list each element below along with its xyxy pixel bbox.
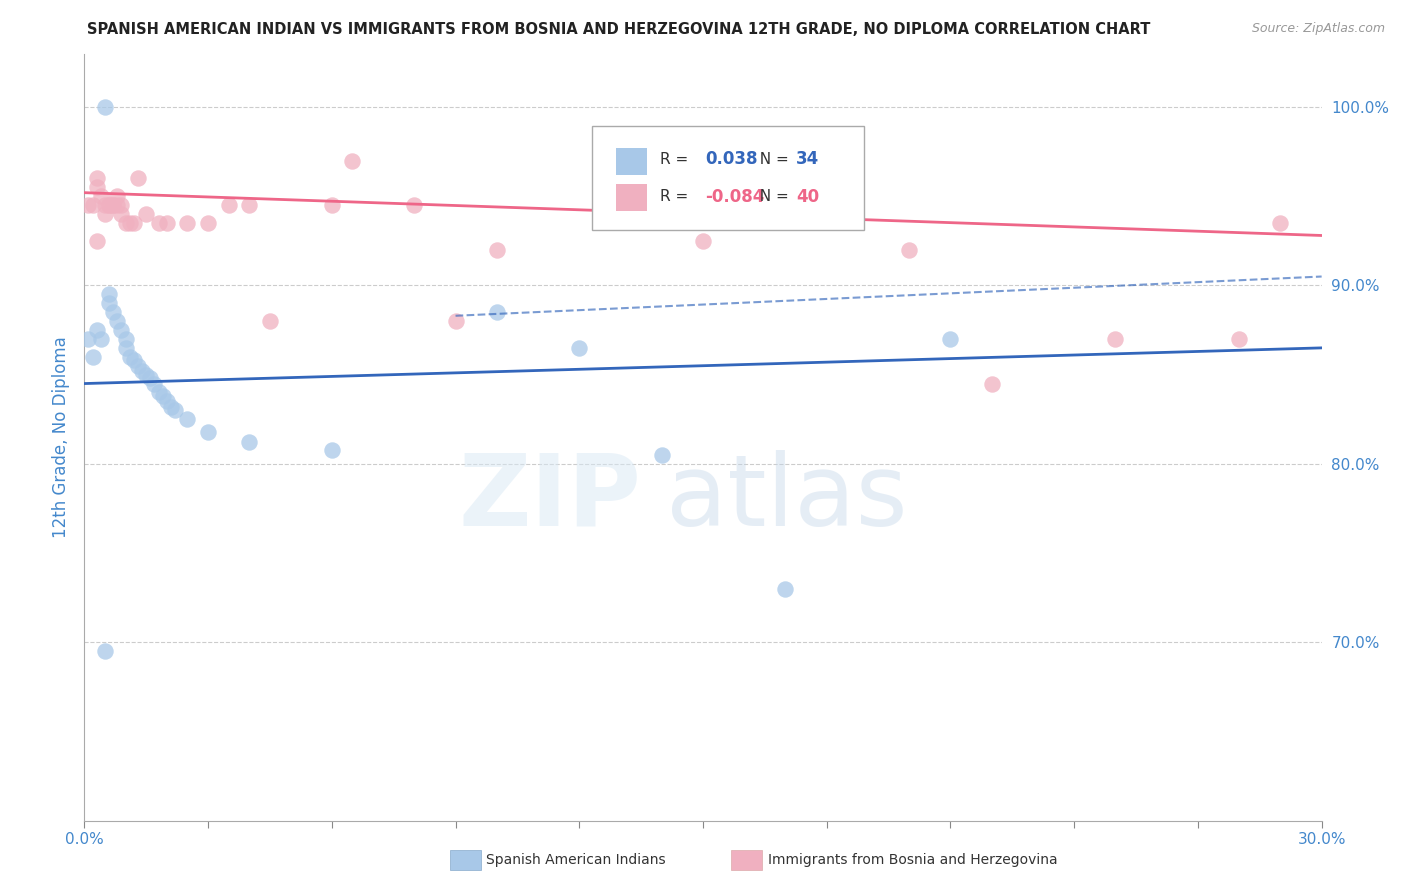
- Point: [218, 198, 240, 212]
- Point: [485, 243, 508, 257]
- Point: [114, 216, 136, 230]
- Point: [980, 376, 1002, 391]
- Point: [110, 323, 132, 337]
- Point: [485, 305, 508, 319]
- Point: [148, 216, 170, 230]
- Text: -0.084: -0.084: [706, 188, 765, 206]
- Point: [90, 189, 112, 203]
- Point: [156, 394, 179, 409]
- Text: Spanish American Indians: Spanish American Indians: [486, 853, 666, 867]
- Point: [110, 198, 132, 212]
- Text: atlas: atlas: [666, 450, 907, 547]
- Point: [176, 412, 198, 426]
- Point: [105, 314, 128, 328]
- Point: [98, 198, 121, 212]
- Point: [160, 400, 183, 414]
- Point: [609, 198, 631, 212]
- Point: [114, 341, 136, 355]
- Text: N =: N =: [749, 152, 793, 167]
- Point: [692, 234, 714, 248]
- Point: [86, 180, 108, 194]
- Point: [135, 207, 157, 221]
- Point: [139, 371, 162, 385]
- Point: [143, 376, 166, 391]
- Point: [105, 198, 128, 212]
- Point: [94, 207, 117, 221]
- FancyBboxPatch shape: [592, 127, 863, 230]
- Point: [197, 216, 219, 230]
- Text: N =: N =: [749, 189, 793, 204]
- Point: [98, 296, 121, 310]
- Point: [110, 207, 132, 221]
- Point: [321, 198, 343, 212]
- Point: [321, 442, 343, 457]
- Point: [77, 198, 100, 212]
- Point: [94, 644, 117, 658]
- Point: [98, 198, 121, 212]
- Point: [114, 332, 136, 346]
- Point: [1227, 332, 1250, 346]
- Bar: [616, 148, 647, 175]
- Point: [135, 368, 157, 382]
- Point: [90, 332, 112, 346]
- Point: [568, 341, 591, 355]
- Point: [103, 198, 125, 212]
- Point: [1270, 216, 1292, 230]
- Point: [238, 435, 260, 450]
- Point: [103, 198, 125, 212]
- Point: [105, 189, 128, 203]
- Point: [775, 582, 797, 596]
- Text: R =: R =: [659, 152, 693, 167]
- Point: [939, 332, 962, 346]
- Text: Immigrants from Bosnia and Herzegovina: Immigrants from Bosnia and Herzegovina: [768, 853, 1057, 867]
- Point: [444, 314, 467, 328]
- Point: [238, 198, 260, 212]
- Text: 0.038: 0.038: [706, 151, 758, 169]
- Point: [82, 350, 104, 364]
- Point: [127, 171, 149, 186]
- Point: [1104, 332, 1126, 346]
- Point: [94, 198, 117, 212]
- Point: [131, 364, 153, 378]
- Point: [86, 234, 108, 248]
- Point: [127, 359, 149, 373]
- Point: [156, 216, 179, 230]
- Text: 40: 40: [796, 188, 818, 206]
- Point: [651, 448, 673, 462]
- Text: Source: ZipAtlas.com: Source: ZipAtlas.com: [1251, 22, 1385, 36]
- Text: SPANISH AMERICAN INDIAN VS IMMIGRANTS FROM BOSNIA AND HERZEGOVINA 12TH GRADE, NO: SPANISH AMERICAN INDIAN VS IMMIGRANTS FR…: [87, 22, 1150, 37]
- Point: [122, 216, 145, 230]
- Point: [77, 332, 100, 346]
- Point: [98, 287, 121, 301]
- Point: [898, 243, 921, 257]
- Text: R =: R =: [659, 189, 693, 204]
- Point: [86, 171, 108, 186]
- Point: [118, 350, 141, 364]
- Point: [165, 403, 187, 417]
- Bar: [616, 184, 647, 211]
- Point: [176, 216, 198, 230]
- Point: [94, 100, 117, 114]
- Point: [122, 353, 145, 368]
- Point: [82, 198, 104, 212]
- Point: [118, 216, 141, 230]
- Point: [86, 323, 108, 337]
- Point: [152, 389, 174, 403]
- Point: [103, 305, 125, 319]
- Point: [148, 385, 170, 400]
- Point: [404, 198, 426, 212]
- Y-axis label: 12th Grade, No Diploma: 12th Grade, No Diploma: [52, 336, 70, 538]
- Point: [197, 425, 219, 439]
- Text: ZIP: ZIP: [458, 450, 641, 547]
- Point: [259, 314, 281, 328]
- Point: [342, 153, 364, 168]
- Text: 34: 34: [796, 151, 820, 169]
